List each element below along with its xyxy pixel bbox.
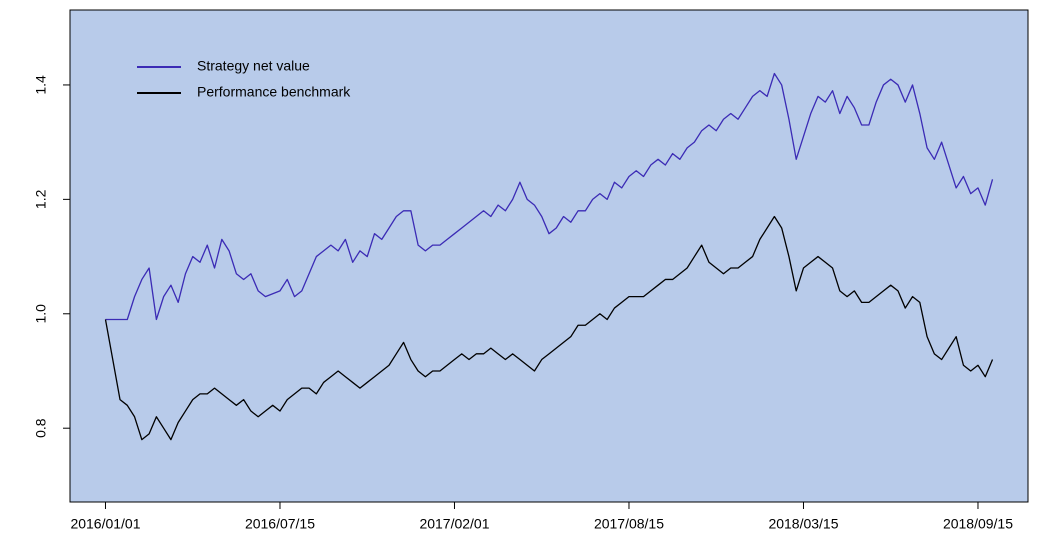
y-tick-label: 1.4	[33, 75, 49, 95]
x-tick-label: 2018/03/15	[768, 516, 838, 532]
y-tick-label: 0.8	[33, 418, 49, 438]
legend-label: Strategy net value	[197, 58, 310, 74]
y-tick-label: 1.2	[33, 189, 49, 209]
x-tick-label: 2018/09/15	[943, 516, 1013, 532]
plot-background	[70, 10, 1028, 502]
series-line	[105, 72, 994, 321]
plot-frame	[69, 9, 1029, 503]
x-tick-label: 2016/07/15	[245, 516, 315, 532]
series-line	[104, 215, 994, 441]
y-tick-label: 1.0	[33, 304, 49, 324]
x-tick-label: 2016/01/01	[70, 516, 140, 532]
x-tick-label: 2017/02/01	[419, 516, 489, 532]
legend-label: Performance benchmark	[197, 84, 351, 100]
x-tick-label: 2017/08/15	[594, 516, 664, 532]
